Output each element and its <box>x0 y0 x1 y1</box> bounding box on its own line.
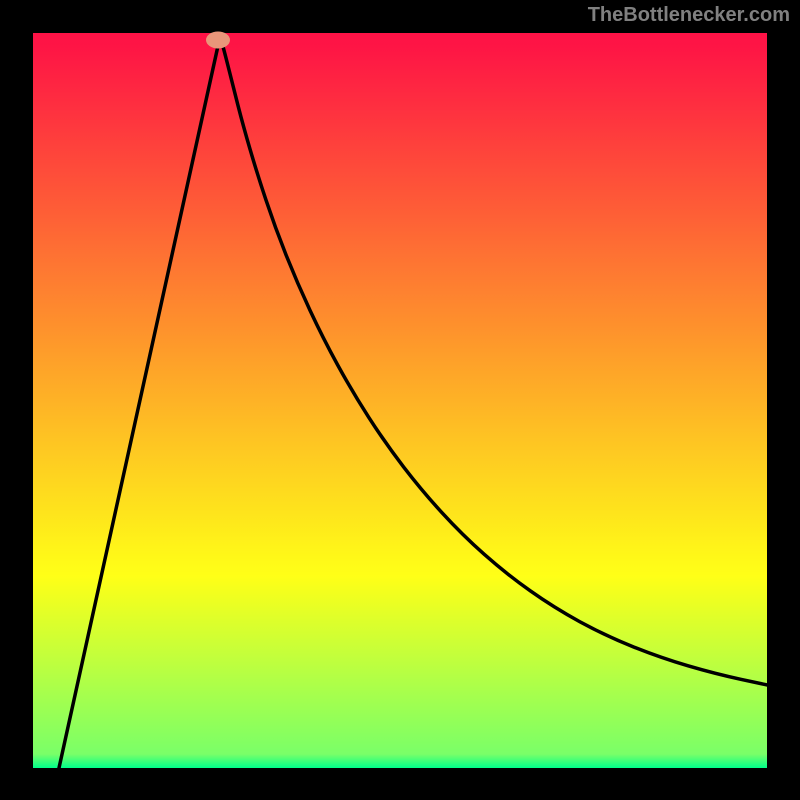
bottleneck-marker <box>206 31 230 48</box>
chart-container: TheBottlenecker.com <box>0 0 800 800</box>
v-curve-line <box>59 36 767 768</box>
watermark-text: TheBottlenecker.com <box>588 4 790 27</box>
curve-overlay <box>33 33 767 768</box>
plot-area <box>33 33 767 768</box>
